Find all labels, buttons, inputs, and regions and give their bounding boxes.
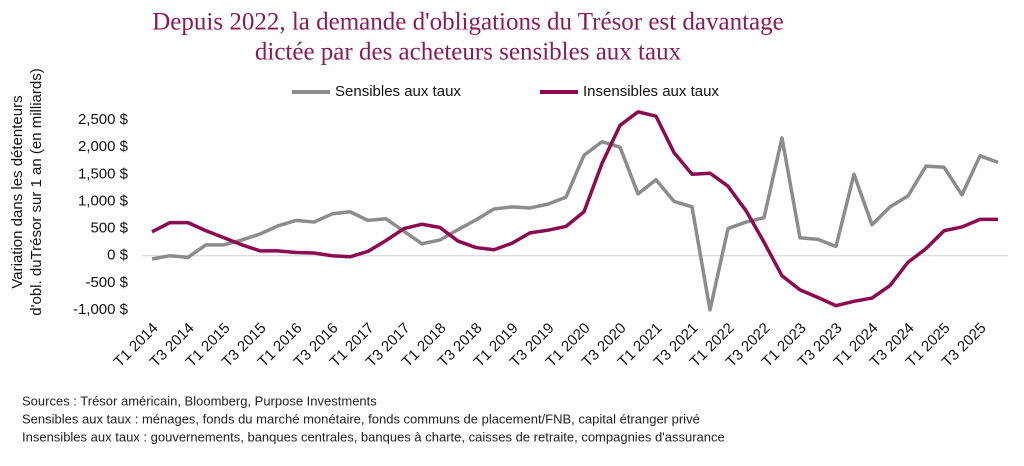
series-line <box>151 110 998 308</box>
y-tick-label: 2,500 $ <box>78 111 129 128</box>
chart-title: Depuis 2022, la demande d'obligations du… <box>152 9 783 36</box>
chart-title: dictée par des acheteurs sensibles aux t… <box>255 39 682 66</box>
series-line <box>151 136 999 312</box>
y-tick-label: 0 $ <box>107 247 129 264</box>
y-axis-label: d'obl. duTrésor sur 1 an (en milliards) <box>28 68 45 315</box>
y-tick-label: 1,000 $ <box>78 192 129 209</box>
y-axis-label: Variation dans les détenteurs <box>9 95 26 288</box>
source-note: Sources : Trésor américain, Bloomberg, P… <box>22 393 377 408</box>
legend-label: Insensibles aux taux <box>583 83 719 100</box>
source-note: Sensibles aux taux : ménages, fonds du m… <box>22 411 700 426</box>
y-tick-label: 2,000 $ <box>78 138 129 155</box>
y-tick-label: 1,500 $ <box>78 165 129 182</box>
legend-label: Sensibles aux taux <box>335 83 461 100</box>
y-tick-label: -500 $ <box>85 274 128 291</box>
y-tick-label: -1,000 $ <box>73 301 129 318</box>
source-note: Insensibles aux taux : gouvernements, ba… <box>22 429 725 444</box>
y-tick-label: 500 $ <box>90 220 128 237</box>
